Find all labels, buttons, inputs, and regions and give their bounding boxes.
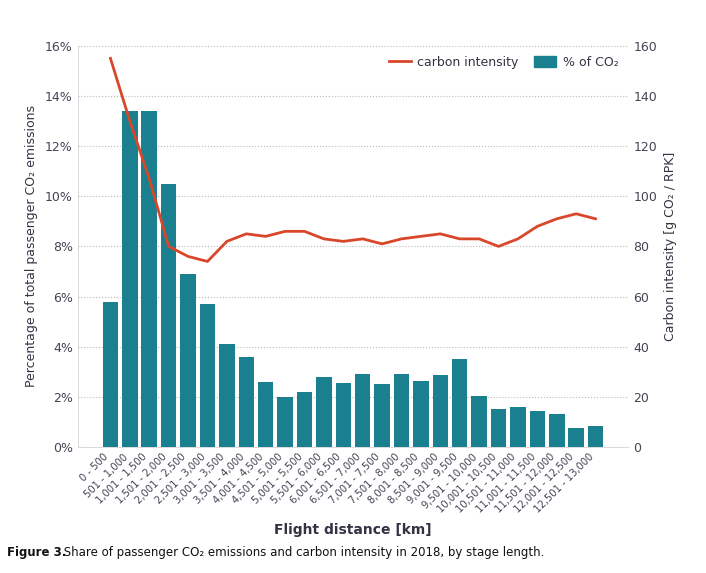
Bar <box>568 428 584 447</box>
Legend: carbon intensity, % of CO₂: carbon intensity, % of CO₂ <box>385 52 622 73</box>
Bar <box>452 359 467 447</box>
Text: Share of passenger CO₂ emissions and carbon intensity in 2018, by stage length.: Share of passenger CO₂ emissions and car… <box>60 545 544 559</box>
Bar <box>588 426 604 447</box>
Bar <box>258 382 273 447</box>
Bar <box>316 377 332 447</box>
X-axis label: Flight distance [km]: Flight distance [km] <box>274 523 432 537</box>
Bar <box>297 392 312 447</box>
Bar <box>277 397 293 447</box>
Bar <box>200 304 215 447</box>
Bar <box>413 380 429 447</box>
Bar <box>355 374 371 447</box>
Bar <box>530 411 545 447</box>
Bar <box>335 383 351 447</box>
Bar <box>122 111 138 447</box>
Bar <box>102 301 118 447</box>
Bar <box>510 407 526 447</box>
Bar <box>239 356 254 447</box>
Y-axis label: Carbon intensity [g CO₂ / RPK]: Carbon intensity [g CO₂ / RPK] <box>664 152 677 341</box>
Bar <box>180 274 196 447</box>
Bar <box>161 184 176 447</box>
Bar <box>374 384 390 447</box>
Bar <box>549 414 565 447</box>
Bar <box>491 409 506 447</box>
Text: Figure 3.: Figure 3. <box>7 545 66 559</box>
Bar <box>433 375 448 447</box>
Bar <box>394 374 409 447</box>
Bar <box>472 395 487 447</box>
Bar <box>219 344 234 447</box>
Y-axis label: Percentage of total passenger CO₂ emissions: Percentage of total passenger CO₂ emissi… <box>25 105 38 387</box>
Bar <box>141 111 157 447</box>
